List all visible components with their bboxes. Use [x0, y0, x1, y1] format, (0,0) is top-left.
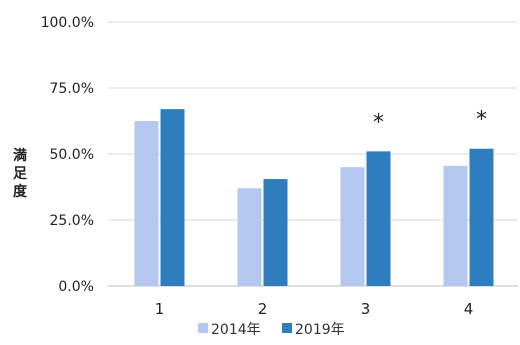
y-axis-label: 満足度 — [13, 147, 28, 200]
y-tick-label-2: 50.0% — [50, 147, 94, 163]
bar-1-series-1 — [160, 109, 185, 287]
bar-3-series-0 — [340, 167, 365, 286]
x-tick-label-2: 3 — [361, 300, 371, 318]
annotations: * * — [373, 108, 487, 136]
legend-label-1: 2019年 — [295, 322, 345, 338]
legend: 2014年 2019年 — [198, 322, 345, 338]
y-tick-label-3: 75.0% — [50, 81, 94, 97]
x-axis-ticks: 1 2 3 4 — [155, 300, 474, 318]
bar-2-series-0 — [237, 188, 262, 286]
y-axis-ticks: 0.0% 25.0% 50.0% 75.0% 100.0% — [41, 15, 94, 295]
y-tick-label-4: 100.0% — [41, 15, 94, 31]
y-axis-label-char-2: 度 — [13, 183, 28, 200]
y-tick-label-0: 0.0% — [58, 279, 94, 295]
bar-1-series-0 — [134, 121, 159, 286]
x-tick-label-1: 2 — [258, 300, 268, 318]
legend-swatch-0 — [198, 323, 208, 333]
bar-4-series-1 — [469, 148, 494, 286]
y-tick-label-1: 25.0% — [50, 213, 94, 229]
bar-2-series-1 — [263, 179, 288, 286]
legend-label-0: 2014年 — [211, 322, 261, 338]
x-tick-label-3: 4 — [464, 300, 474, 318]
y-axis-label-char-0: 満 — [13, 147, 27, 164]
x-tick-label-0: 1 — [155, 300, 165, 318]
bar-4-series-0 — [443, 165, 468, 286]
bars — [134, 109, 494, 287]
y-axis-label-char-1: 足 — [13, 166, 28, 182]
legend-swatch-1 — [282, 323, 292, 333]
significance-mark-3: * — [476, 108, 487, 133]
significance-mark-2: * — [373, 110, 384, 135]
bar-3-series-1 — [366, 151, 391, 286]
